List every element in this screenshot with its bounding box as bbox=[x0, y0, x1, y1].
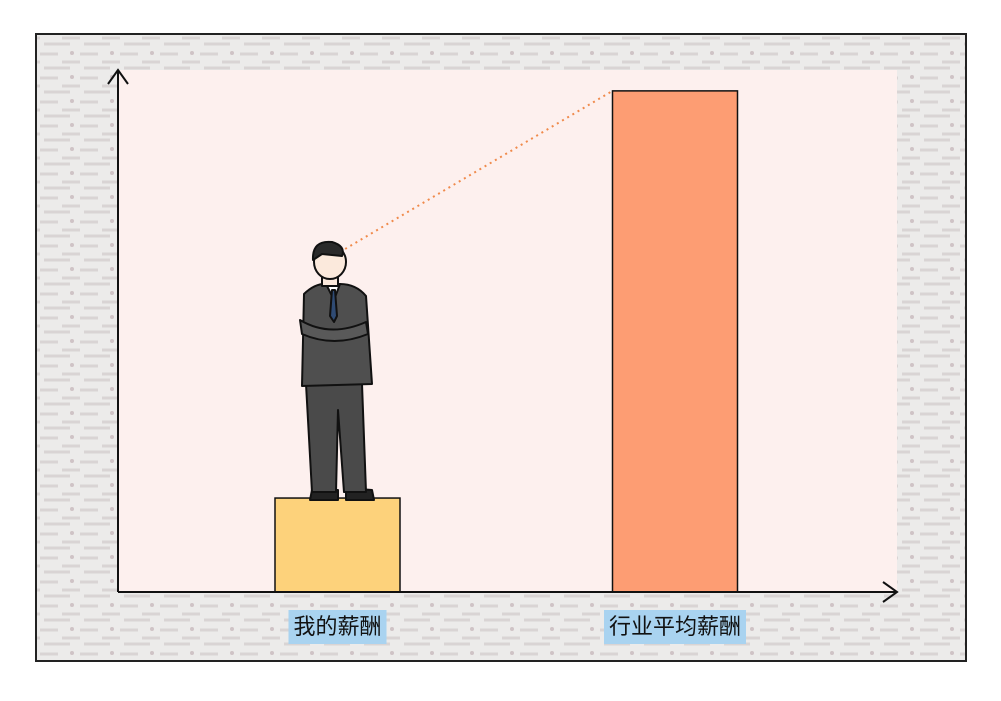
bar bbox=[611, 90, 739, 593]
label-background bbox=[288, 610, 387, 644]
label-background bbox=[603, 610, 747, 644]
x-tick-label: 我的薪酬 bbox=[293, 615, 381, 640]
plot-area bbox=[118, 70, 897, 592]
businessman bbox=[299, 240, 375, 501]
axes bbox=[107, 68, 899, 603]
bar bbox=[274, 497, 401, 593]
x-tick-label: 行业平均薪酬 bbox=[609, 615, 741, 640]
